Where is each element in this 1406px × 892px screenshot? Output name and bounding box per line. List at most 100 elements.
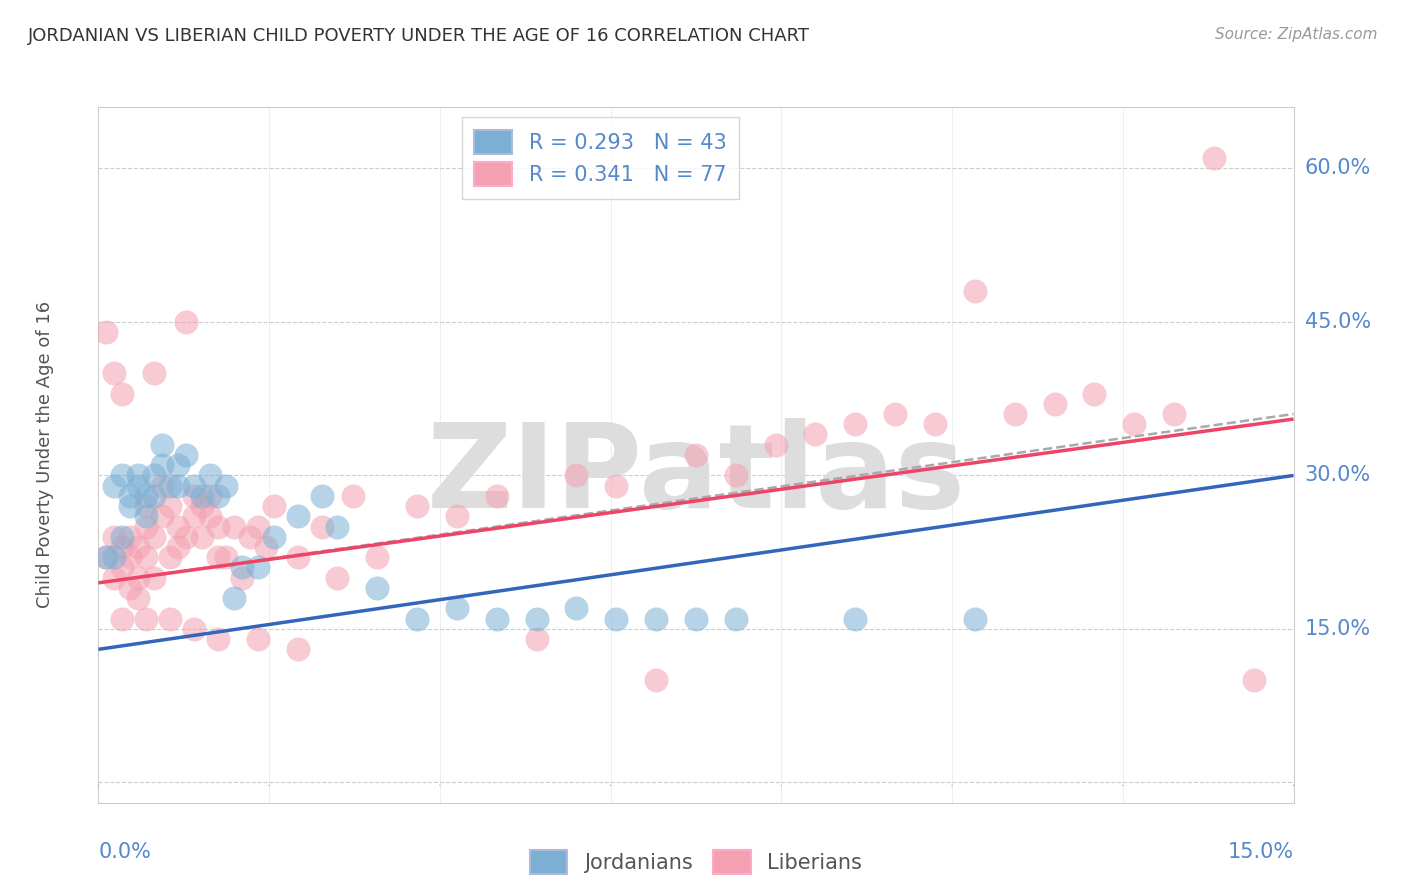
Point [844, 417, 866, 432]
Point [183, 622, 205, 636]
Point [96, 325, 118, 339]
Point [485, 489, 508, 503]
Point [111, 530, 134, 544]
Point [174, 448, 197, 462]
Point [127, 478, 149, 492]
Point [924, 417, 946, 432]
Point [167, 540, 190, 554]
Text: 15.0%: 15.0% [1227, 842, 1294, 862]
Point [143, 530, 166, 544]
Point [685, 612, 707, 626]
Point [844, 612, 866, 626]
Point [1123, 417, 1146, 432]
Point [724, 612, 747, 626]
Point [150, 458, 173, 472]
Legend: Jordanians, Liberians: Jordanians, Liberians [522, 842, 870, 883]
Text: Child Poverty Under the Age of 16: Child Poverty Under the Age of 16 [35, 301, 53, 608]
Point [174, 530, 197, 544]
Point [311, 519, 333, 533]
Point [1243, 673, 1265, 687]
Point [342, 489, 364, 503]
Point [103, 366, 125, 380]
Point [215, 550, 238, 565]
Point [96, 550, 118, 565]
Text: 0.0%: 0.0% [98, 842, 152, 862]
Point [120, 581, 142, 595]
Point [103, 571, 125, 585]
Point [198, 468, 221, 483]
Point [135, 489, 157, 503]
Point [724, 468, 747, 483]
Point [159, 478, 181, 492]
Point [111, 612, 134, 626]
Point [127, 591, 149, 606]
Point [263, 499, 285, 513]
Point [326, 571, 349, 585]
Point [804, 427, 827, 442]
Point [366, 581, 388, 595]
Point [198, 489, 221, 503]
Point [103, 550, 125, 565]
Point [191, 499, 214, 513]
Point [1202, 151, 1225, 165]
Point [963, 284, 986, 298]
Point [215, 478, 238, 492]
Point [111, 386, 134, 401]
Point [645, 673, 668, 687]
Point [287, 509, 309, 524]
Point [143, 468, 166, 483]
Text: 15.0%: 15.0% [1305, 619, 1371, 639]
Point [183, 489, 205, 503]
Point [135, 519, 157, 533]
Point [446, 509, 468, 524]
Point [1004, 407, 1026, 421]
Point [287, 550, 309, 565]
Point [191, 530, 214, 544]
Point [103, 530, 125, 544]
Point [135, 509, 157, 524]
Point [167, 519, 190, 533]
Text: Source: ZipAtlas.com: Source: ZipAtlas.com [1215, 27, 1378, 42]
Point [198, 509, 221, 524]
Point [111, 560, 134, 574]
Point [406, 612, 429, 626]
Point [1083, 386, 1105, 401]
Point [485, 612, 508, 626]
Point [326, 519, 349, 533]
Point [565, 468, 588, 483]
Point [231, 571, 253, 585]
Point [263, 530, 285, 544]
Point [135, 499, 157, 513]
Point [231, 560, 253, 574]
Point [150, 438, 173, 452]
Point [120, 489, 142, 503]
Point [526, 632, 548, 646]
Point [963, 612, 986, 626]
Point [120, 530, 142, 544]
Point [446, 601, 468, 615]
Text: JORDANIAN VS LIBERIAN CHILD POVERTY UNDER THE AGE OF 16 CORRELATION CHART: JORDANIAN VS LIBERIAN CHILD POVERTY UNDE… [28, 27, 810, 45]
Point [605, 478, 627, 492]
Point [127, 571, 149, 585]
Text: 30.0%: 30.0% [1305, 466, 1371, 485]
Point [222, 519, 245, 533]
Point [143, 366, 166, 380]
Point [685, 448, 707, 462]
Point [311, 489, 333, 503]
Point [246, 632, 269, 646]
Point [254, 540, 277, 554]
Point [111, 540, 134, 554]
Point [159, 612, 181, 626]
Point [135, 612, 157, 626]
Point [526, 612, 548, 626]
Point [167, 458, 190, 472]
Point [366, 550, 388, 565]
Point [174, 315, 197, 329]
Point [143, 571, 166, 585]
Point [96, 550, 118, 565]
Point [565, 601, 588, 615]
Point [287, 642, 309, 657]
Point [191, 489, 214, 503]
Point [406, 499, 429, 513]
Point [1043, 397, 1066, 411]
